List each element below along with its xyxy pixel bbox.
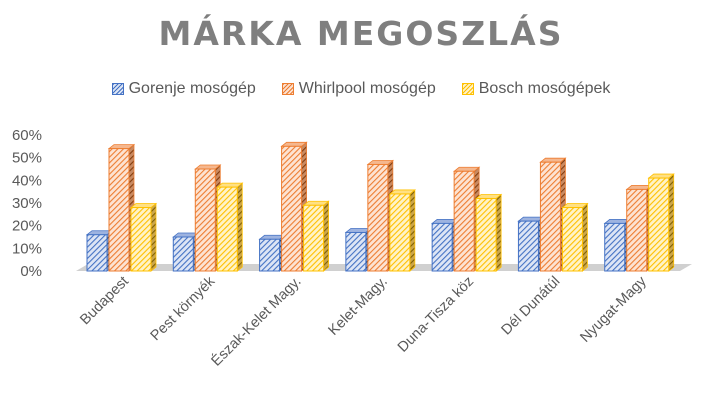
y-tick-label: 0%: [20, 263, 42, 280]
bar-top: [625, 184, 653, 190]
bar-front: [626, 188, 648, 272]
bar-side: [582, 202, 588, 272]
y-tick-label: 30%: [12, 195, 42, 212]
bar-front: [648, 177, 670, 272]
bar-top: [539, 157, 567, 163]
bar: [475, 193, 503, 272]
bar-front: [431, 222, 453, 272]
bar: [85, 229, 114, 272]
y-tick-label: 20%: [12, 218, 42, 235]
bar-front: [345, 231, 367, 272]
bar-top: [475, 194, 503, 199]
bar-top: [129, 203, 158, 208]
bar-front: [475, 197, 497, 272]
bar-side: [495, 193, 502, 272]
bar: [172, 232, 200, 272]
bar-top: [172, 232, 200, 238]
bar-front: [517, 220, 539, 272]
bar-front: [108, 148, 130, 272]
legend: Gorenje mosógép Whirlpool mosógép Bosch …: [0, 80, 722, 98]
y-tick-label: 40%: [12, 172, 42, 189]
bar-top: [85, 230, 114, 236]
legend-swatch-bosch: [461, 83, 474, 95]
x-tick-label: Duna-Tisza köz: [395, 274, 477, 356]
y-tick-label: 60%: [12, 127, 42, 144]
bar-front: [194, 168, 216, 272]
bar-top: [388, 189, 416, 195]
bar: [603, 218, 631, 272]
chart-title: MÁRKA MEGOSZLÁS: [158, 14, 564, 53]
bar-top: [216, 182, 244, 188]
bar: [258, 234, 286, 272]
x-tick-label: Dél Dunátúl: [499, 274, 564, 339]
bar-front: [86, 234, 108, 272]
bar-side: [409, 189, 416, 272]
bar-top: [603, 218, 631, 224]
bar-top: [107, 144, 136, 150]
bar-front: [130, 207, 152, 272]
bar-front: [604, 222, 626, 272]
bar: [129, 202, 158, 272]
legend-item-bosch: Bosch mosógépek: [461, 80, 611, 98]
bar-top: [344, 228, 372, 233]
legend-item-whirlpool: Whirlpool mosógép: [281, 80, 436, 98]
bar-front: [259, 238, 281, 272]
bar: [302, 200, 330, 272]
bar-front: [389, 193, 411, 272]
bar-side: [150, 202, 157, 272]
bar-top: [280, 141, 308, 147]
bar: [216, 182, 244, 272]
bar-front: [453, 170, 475, 272]
bar: [280, 141, 308, 272]
bar-top: [194, 164, 222, 170]
legend-swatch-whirlpool: [281, 83, 294, 95]
y-tick-label: 10%: [12, 240, 42, 257]
bar-top: [431, 218, 459, 224]
bar-top: [453, 166, 481, 172]
bar-front: [281, 145, 303, 272]
legend-label-bosch: Bosch mosógépek: [478, 80, 611, 97]
bar-side: [668, 173, 675, 272]
legend-swatch-gorenje: [111, 83, 124, 95]
bar-front: [216, 186, 238, 272]
bar: [431, 218, 459, 272]
bar-top: [258, 234, 286, 240]
bar: [388, 189, 416, 272]
legend-label-gorenje: Gorenje mosógép: [128, 80, 256, 97]
bar: [366, 159, 394, 272]
bars: [85, 141, 675, 272]
x-tick-label: Pest környék: [148, 273, 219, 344]
x-tick-label: Kelet-Magy.: [326, 274, 391, 339]
bar: [561, 202, 589, 272]
x-tick-label: Budapest: [77, 274, 132, 329]
y-tick-label: 50%: [12, 150, 42, 167]
x-tick-label: Észak-Kelet Magy.: [208, 273, 305, 370]
bar-front: [539, 161, 561, 272]
bar: [344, 227, 372, 272]
legend-item-gorenje: Gorenje mosógép: [111, 80, 256, 98]
bar-side: [323, 200, 329, 272]
bar: [453, 166, 481, 272]
x-tick-label: Nyugat-Magy: [577, 273, 650, 346]
bar-front: [172, 236, 194, 272]
bar: [539, 157, 567, 272]
bar: [517, 216, 545, 272]
bar-front: [561, 207, 583, 272]
bar-top: [366, 160, 394, 165]
y-axis-ticks: 0% 10% 20% 30% 40% 50% 60%: [12, 127, 42, 280]
bar-top: [302, 200, 330, 206]
bar-top: [561, 203, 589, 208]
bar-front: [303, 204, 325, 272]
bar: [194, 164, 222, 272]
bar: [625, 184, 653, 272]
bar-side: [236, 182, 243, 272]
legend-label-whirlpool: Whirlpool mosógép: [298, 80, 436, 97]
bar: [647, 173, 675, 272]
bar-front: [367, 163, 389, 272]
bar-top: [647, 173, 675, 179]
bar-top: [517, 216, 545, 222]
